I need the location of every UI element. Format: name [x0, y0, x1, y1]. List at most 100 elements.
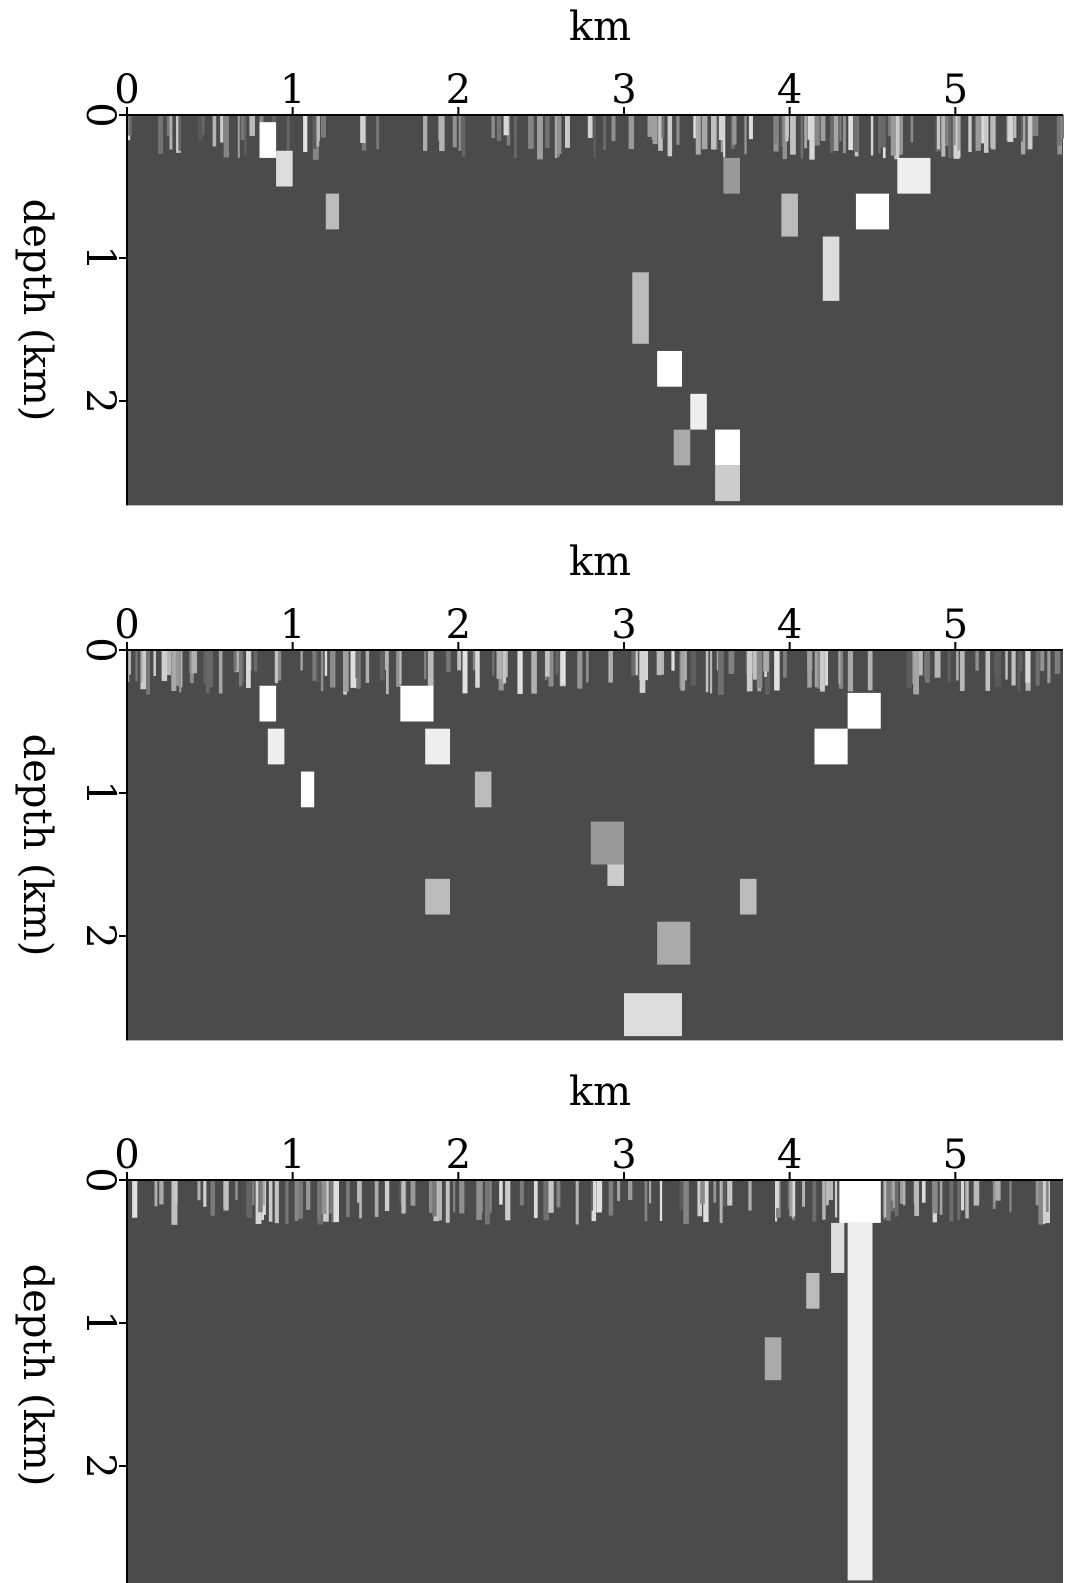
image-stripe	[834, 1180, 838, 1218]
x-tick-label: 5	[943, 67, 968, 113]
image-stripe	[359, 1180, 362, 1219]
image-stripe	[220, 115, 224, 143]
image-stripe	[312, 650, 317, 681]
image-stripe	[713, 1180, 717, 1203]
image-stripe	[320, 650, 324, 692]
image-stripe	[790, 115, 796, 155]
image-stripe	[753, 650, 759, 680]
image-stripe	[428, 1180, 434, 1213]
image-feature	[690, 393, 707, 430]
image-stripe	[424, 650, 427, 680]
panel: km 0 1 2 3 4 5 0 1 2 depth (km)	[14, 4, 1064, 506]
image-stripe	[1027, 115, 1033, 150]
image-stripe	[721, 1180, 727, 1207]
image-stripe	[286, 115, 290, 152]
image-stripe	[830, 115, 834, 153]
image-stripe	[1035, 1180, 1040, 1206]
image-stripe	[783, 650, 787, 678]
image-stripe	[587, 115, 593, 139]
image-stripe	[756, 650, 763, 689]
image-stripe	[1020, 115, 1023, 142]
image-feature	[715, 465, 740, 502]
image-stripe	[703, 1180, 709, 1223]
image-stripe	[957, 1180, 961, 1221]
image-stripe	[197, 1180, 201, 1201]
y-tick-label: 2	[77, 1453, 123, 1478]
image-stripe	[1032, 115, 1039, 136]
image-stripe	[1013, 115, 1017, 138]
image-stripe	[676, 115, 680, 145]
image-feature	[814, 728, 848, 765]
image-stripe	[690, 650, 697, 686]
image-stripe	[555, 650, 559, 675]
image-stripe	[820, 650, 825, 692]
image-stripe	[274, 1180, 279, 1224]
image-stripe	[427, 650, 434, 688]
image-stripe	[401, 1180, 406, 1214]
image-stripe	[853, 115, 860, 153]
image-stripe	[652, 115, 658, 145]
image-stripe	[223, 1180, 229, 1211]
image-feature	[739, 878, 757, 915]
image-stripe	[557, 115, 562, 154]
image-stripe	[603, 115, 607, 151]
y-tick-label: 1	[77, 1310, 123, 1335]
image-stripe	[320, 115, 327, 138]
image-stripe	[329, 650, 336, 688]
image-stripe	[253, 650, 258, 672]
image-stripe	[774, 115, 779, 144]
image-stripe	[312, 115, 317, 149]
image-feature	[764, 1337, 782, 1381]
image-stripe	[980, 115, 985, 144]
image-stripe	[1009, 1180, 1012, 1213]
image-stripe	[399, 650, 402, 685]
image-stripe	[661, 115, 665, 138]
image	[127, 1180, 1063, 1583]
image-stripe	[906, 650, 913, 688]
image-stripe	[705, 650, 709, 693]
image-stripe	[297, 1180, 303, 1219]
image-stripe	[590, 1180, 593, 1211]
image-stripe	[171, 650, 177, 692]
image-stripe	[461, 115, 466, 158]
image-stripe	[957, 115, 961, 151]
image-stripe	[233, 650, 237, 672]
image-stripe	[218, 650, 223, 694]
image-stripe	[205, 650, 210, 694]
image-stripe	[886, 1180, 891, 1221]
image-stripe	[701, 115, 708, 150]
image-stripe	[379, 650, 386, 681]
image-stripe	[238, 650, 243, 687]
image-stripe	[973, 1180, 980, 1206]
image-stripe	[1025, 650, 1031, 683]
image-stripe	[820, 115, 826, 141]
image-feature	[831, 1222, 845, 1273]
image-stripe	[202, 115, 205, 136]
image-stripe	[244, 115, 247, 156]
image-stripe	[952, 115, 956, 146]
image-stripe	[178, 650, 182, 693]
image-stripe	[817, 650, 823, 689]
image-stripe	[252, 1180, 255, 1206]
image-stripe	[680, 650, 686, 691]
image-stripe	[812, 1180, 817, 1222]
image-stripe	[960, 1180, 965, 1211]
image-stripe	[306, 1180, 311, 1210]
image-stripe	[910, 115, 914, 143]
image-feature	[590, 821, 624, 865]
x-axis-label: km	[569, 539, 631, 585]
image-stripe	[166, 115, 170, 136]
image-stripe	[804, 115, 808, 149]
image-stripe	[207, 650, 213, 688]
y-tick-label: 1	[77, 245, 123, 270]
image-stripe	[453, 1180, 456, 1213]
x-tick-label: 1	[280, 67, 305, 113]
image-feature	[425, 728, 451, 765]
image-stripe	[237, 115, 240, 158]
image-stripe	[814, 115, 820, 146]
image-stripe	[445, 1180, 450, 1223]
image-stripe	[700, 1180, 705, 1205]
image-stripe	[212, 115, 217, 147]
image-stripe	[732, 115, 737, 145]
image-stripe	[939, 1180, 943, 1215]
